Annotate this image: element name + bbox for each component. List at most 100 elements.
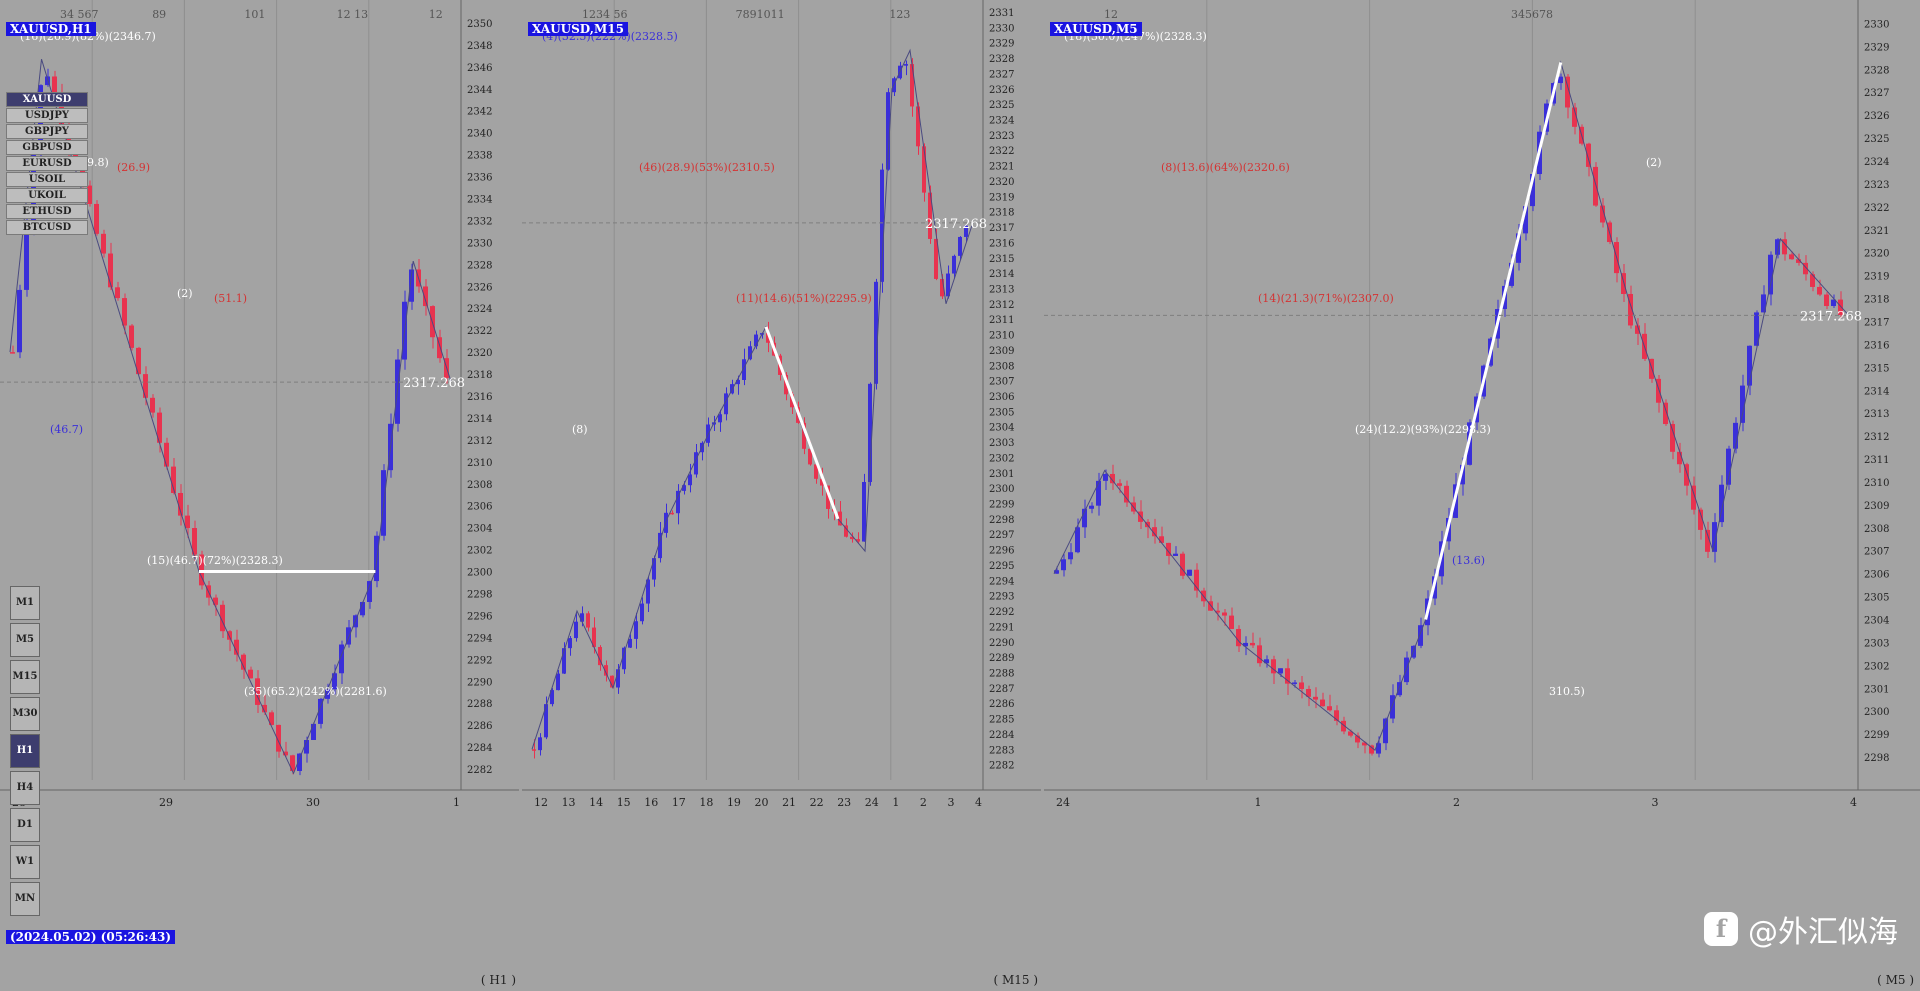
candle-body [1103, 473, 1108, 481]
timeframe-button-h1[interactable]: H1 [10, 734, 40, 768]
price-tick: 2303 [1864, 638, 1889, 649]
chart-panel-h1[interactable]: 2350 2348 2346 2344 2342 2340 2338 2336 2334 2332… [0, 0, 525, 991]
candle-body [1670, 424, 1675, 452]
candle-body [862, 481, 866, 542]
symbol-item-ethusd[interactable]: ETHUSD [6, 204, 88, 219]
wave-annotation: (24)(12.2)(93%)(2298.3) [1355, 423, 1491, 436]
price-tick: 2301 [989, 469, 1014, 480]
symbol-item-eurusd[interactable]: EURUSD [6, 156, 88, 171]
current-price-label: 2317.268 [403, 376, 465, 391]
candle-body [1229, 615, 1234, 629]
price-tick: 2318 [989, 208, 1014, 219]
timeframe-button-d1[interactable]: D1 [10, 808, 40, 842]
candle-body [241, 654, 246, 670]
candle-body [1117, 483, 1122, 486]
candle-body [874, 281, 878, 384]
candle-body [1348, 731, 1353, 736]
price-tick: 2331 [989, 8, 1014, 19]
candle-body [1782, 239, 1787, 255]
timeframe-bar[interactable]: M1 M5 M15 M30 H1 H4 D1 W1 MN [10, 586, 40, 919]
candle-body [136, 347, 141, 375]
candle-body [604, 665, 608, 676]
symbol-item-gbpusd[interactable]: GBPUSD [6, 140, 88, 155]
candle-body [143, 374, 148, 398]
price-tick: 2324 [989, 116, 1014, 127]
candle-body [676, 490, 680, 514]
timeframe-button-w1[interactable]: W1 [10, 845, 40, 879]
time-tick: 18 [699, 796, 713, 809]
price-tick: 2309 [1864, 501, 1889, 512]
symbol-list[interactable]: XAUUSD USDJPY GBPJPY GBPUSD EURUSD USOIL UKOIL… [6, 92, 88, 236]
price-tick: 2330 [989, 23, 1014, 34]
timeframe-button-h4[interactable]: H4 [10, 771, 40, 805]
price-tick: 2330 [467, 238, 492, 249]
chart-panel-m5[interactable]: 2330 2329 2328 2327 2326 2325 2324 2323 2322 2321… [1044, 0, 1920, 991]
wave-annotation: (14)(21.3)(71%)(2307.0) [1258, 292, 1394, 305]
symbol-item-gbpjpy[interactable]: GBPJPY [6, 124, 88, 139]
candle-body [616, 669, 620, 688]
candle-body [1628, 293, 1633, 326]
symbol-item-btcusd[interactable]: BTCUSD [6, 220, 88, 235]
candle-body [1383, 718, 1388, 744]
price-tick: 2298 [467, 589, 492, 600]
time-tick: 20 [755, 796, 769, 809]
candle-body [1313, 696, 1318, 700]
candle-body [1243, 642, 1248, 647]
candle-body [1089, 505, 1094, 509]
candle-body [1285, 668, 1290, 684]
price-tick: 2323 [989, 131, 1014, 142]
candle-body [1824, 294, 1829, 307]
price-tick: 2294 [467, 633, 492, 644]
candle-body [1068, 552, 1073, 560]
symbol-item-xauusd[interactable]: XAUUSD [6, 92, 88, 107]
candle-body [1817, 286, 1822, 295]
timeframe-button-m30[interactable]: M30 [10, 697, 40, 731]
price-tick: 2302 [1864, 661, 1889, 672]
symbol-item-usoil[interactable]: USOIL [6, 172, 88, 187]
price-tick: 2286 [989, 699, 1014, 710]
price-tick: 2290 [467, 677, 492, 688]
price-tick: 2348 [467, 41, 492, 52]
time-tick: 22 [810, 796, 824, 809]
timeframe-button-m1[interactable]: M1 [10, 586, 40, 620]
candle-body [1768, 254, 1773, 295]
price-tick: 2298 [1864, 753, 1889, 764]
candle-body [10, 352, 15, 354]
symbol-item-usdjpy[interactable]: USDJPY [6, 108, 88, 123]
candle-body [550, 690, 554, 705]
candle-body [1572, 107, 1577, 127]
candle-body [628, 638, 632, 648]
candle-body [1558, 76, 1563, 84]
candle-body [1187, 569, 1192, 576]
candle-body [1712, 522, 1717, 552]
symbol-item-ukoil[interactable]: UKOIL [6, 188, 88, 203]
candle-body [1663, 402, 1668, 425]
current-price-label: 2317.268 [925, 217, 987, 232]
price-chart-h1[interactable]: 2350 2348 2346 2344 2342 2340 2338 2336 2334 2332… [0, 0, 522, 991]
price-tick: 2338 [467, 151, 492, 162]
timeframe-button-mn[interactable]: MN [10, 882, 40, 916]
price-tick: 2314 [467, 414, 492, 425]
candle-body [1698, 509, 1703, 530]
candle-body [814, 464, 818, 479]
price-tick: 2287 [989, 684, 1014, 695]
candle-body [670, 512, 674, 515]
price-chart-m15[interactable]: 2331233023292328232723262325232423232322… [522, 0, 1044, 991]
price-chart-m5[interactable]: 2330232923282327232623252324232323222321… [1044, 0, 1920, 991]
candle-body [1208, 601, 1213, 611]
timeframe-button-m5[interactable]: M5 [10, 623, 40, 657]
time-tick: 14 [589, 796, 603, 809]
time-tick: 13 [562, 796, 576, 809]
trend-arrow [764, 326, 840, 520]
top-count-label: 101 [244, 8, 265, 21]
price-tick: 2317 [989, 223, 1014, 234]
candle-body [1369, 745, 1374, 754]
candle-body [532, 749, 536, 751]
chart-panel-m15[interactable]: 2331 2330 2329 2328 2327 2326 2325 2324 2323 2322… [522, 0, 1047, 991]
candle-body [248, 669, 253, 679]
candle-body [916, 106, 920, 147]
timeframe-button-m15[interactable]: M15 [10, 660, 40, 694]
candle-body [868, 383, 872, 482]
candle-body [1691, 485, 1696, 510]
price-tick: 2315 [989, 254, 1014, 265]
